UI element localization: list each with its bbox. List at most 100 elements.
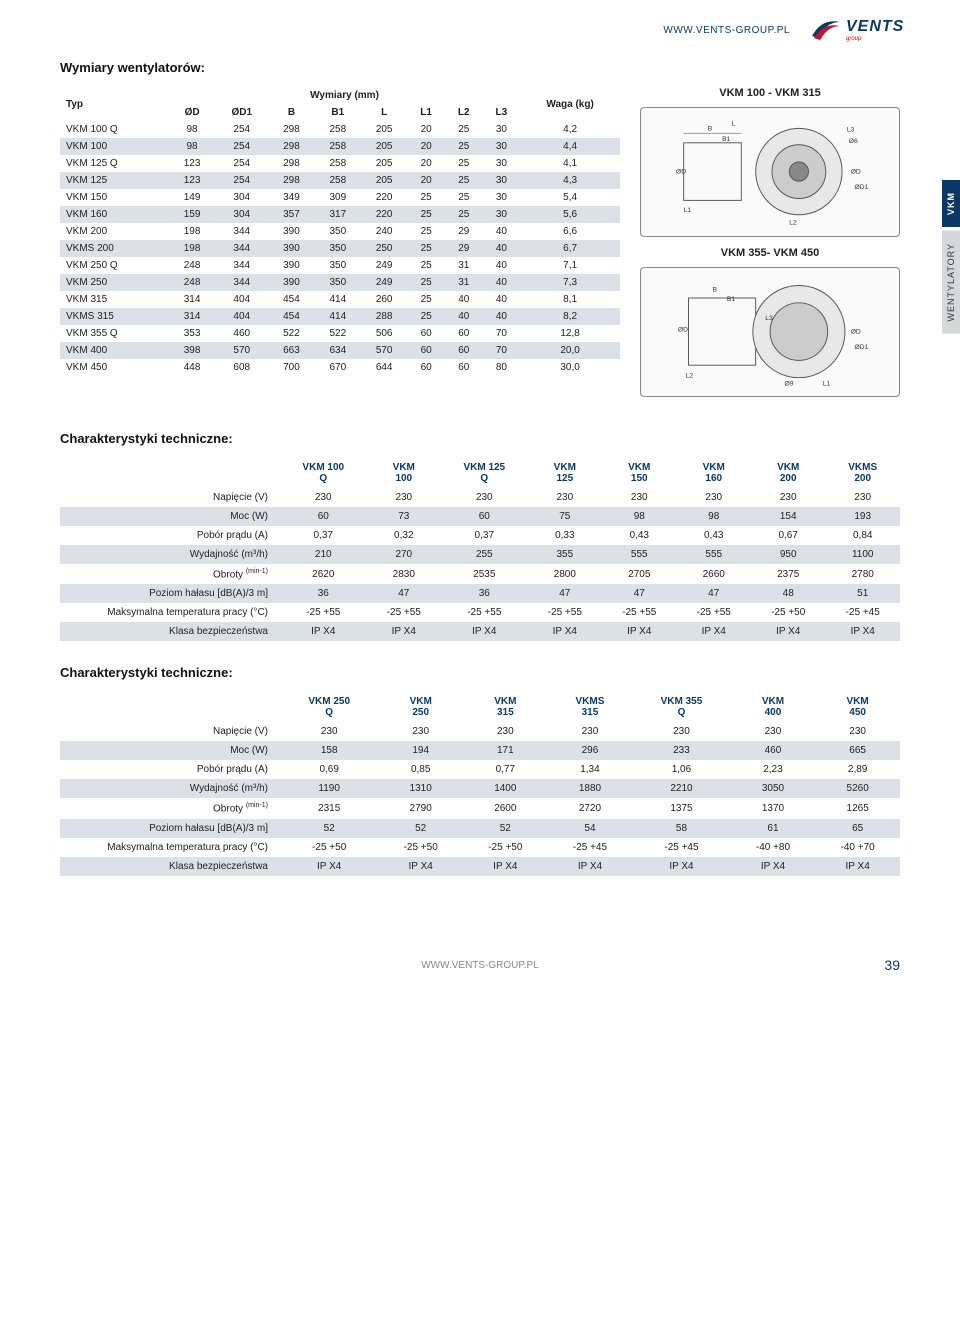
cell-value: 350 — [315, 240, 361, 257]
cell-value: 570 — [361, 342, 407, 359]
spec-cell: 555 — [602, 545, 676, 564]
spec-cell: -25 +55 — [528, 603, 602, 622]
diagram-2: B B1 ØD L3 L2 Ø9 L1 ØD ØD1 — [640, 267, 900, 397]
spec-cell: 230 — [632, 722, 730, 741]
cell-value: 390 — [268, 240, 314, 257]
logo-swoosh-icon — [810, 16, 842, 44]
cell-value: 220 — [361, 206, 407, 223]
spec-cell: -25 +55 — [280, 603, 367, 622]
spec-cell: 0,77 — [463, 760, 548, 779]
cell-value: 4,4 — [520, 138, 620, 155]
spec-cell: 230 — [441, 488, 528, 507]
spec-cell: -25 +45 — [825, 603, 900, 622]
spec-model-header: VKM150 — [602, 458, 676, 488]
spec-cell: 54 — [548, 819, 633, 838]
cell-value: 670 — [315, 359, 361, 376]
svg-text:L1: L1 — [823, 381, 831, 388]
dim-col-header: L2 — [445, 104, 483, 121]
cell-typ: VKM 125 — [60, 172, 169, 189]
cell-value: 317 — [315, 206, 361, 223]
spec-cell: 270 — [367, 545, 441, 564]
spec-cell: 154 — [751, 507, 825, 526]
cell-value: 30 — [483, 172, 521, 189]
dim-col-header: B — [268, 104, 314, 121]
spec-cell: 75 — [528, 507, 602, 526]
dim-col-header: L — [361, 104, 407, 121]
cell-value: 20 — [407, 121, 445, 138]
cell-value: 25 — [445, 206, 483, 223]
cell-value: 60 — [407, 359, 445, 376]
spec-model-header: VKMS315 — [548, 692, 633, 722]
cell-value: 198 — [169, 240, 215, 257]
svg-text:L2: L2 — [789, 220, 797, 227]
sidetab-wentylatory: WENTYLATORY — [942, 231, 960, 334]
cell-value: 25 — [407, 240, 445, 257]
spec-param-label: Moc (W) — [60, 741, 280, 760]
dimensions-title: Wymiary wentylatorów: — [60, 60, 900, 75]
table-row: VKM 1251232542982582052025304,3 — [60, 172, 620, 189]
spec-row: Moc (W)607360759898154193 — [60, 507, 900, 526]
cell-value: 220 — [361, 189, 407, 206]
cell-value: 344 — [215, 257, 268, 274]
spec-cell: 98 — [602, 507, 676, 526]
cell-value: 40 — [483, 274, 521, 291]
cell-value: 12,8 — [520, 325, 620, 342]
cell-typ: VKM 200 — [60, 223, 169, 240]
spec-cell: IP X4 — [632, 857, 730, 876]
spec-row: Klasa bezpieczeństwaIP X4IP X4IP X4IP X4… — [60, 622, 900, 641]
spec-param-label: Maksymalna temperatura pracy (°C) — [60, 838, 280, 857]
spec-param-label: Pobór prądu (A) — [60, 760, 280, 779]
spec-cell: 230 — [825, 488, 900, 507]
spec-cell: 255 — [441, 545, 528, 564]
cell-value: 350 — [315, 274, 361, 291]
spec-cell: IP X4 — [367, 622, 441, 641]
cell-value: 20 — [407, 172, 445, 189]
table-row: VKM 250 Q2483443903502492531407,1 — [60, 257, 620, 274]
cell-value: 404 — [215, 308, 268, 325]
cell-value: 8,2 — [520, 308, 620, 325]
cell-value: 350 — [315, 223, 361, 240]
spec-cell: 5260 — [815, 779, 900, 798]
cell-value: 205 — [361, 138, 407, 155]
dim-col-header: ØD — [169, 104, 215, 121]
cell-typ: VKM 100 — [60, 138, 169, 155]
cell-value: 25 — [407, 223, 445, 240]
spec-cell: IP X4 — [677, 622, 751, 641]
spec-cell: 98 — [677, 507, 751, 526]
spec-row: Pobór prądu (A)0,690,850,771,341,062,232… — [60, 760, 900, 779]
cell-value: 390 — [268, 257, 314, 274]
cell-value: 454 — [268, 291, 314, 308]
cell-value: 40 — [483, 291, 521, 308]
cell-value: 159 — [169, 206, 215, 223]
cell-value: 31 — [445, 257, 483, 274]
spec-cell: 230 — [378, 722, 463, 741]
cell-value: 390 — [268, 223, 314, 240]
spec-cell: 65 — [815, 819, 900, 838]
cell-value: 20 — [407, 138, 445, 155]
spec-cell: 2600 — [463, 798, 548, 818]
cell-value: 344 — [215, 240, 268, 257]
spec-cell: 2210 — [632, 779, 730, 798]
cell-typ: VKM 450 — [60, 359, 169, 376]
svg-text:L1: L1 — [684, 207, 692, 214]
spec-cell: 2705 — [602, 564, 676, 584]
spec-cell: 73 — [367, 507, 441, 526]
spec-cell: -25 +50 — [751, 603, 825, 622]
cell-value: 350 — [315, 257, 361, 274]
cell-value: 309 — [315, 189, 361, 206]
spec-model-header: VKM100 — [367, 458, 441, 488]
spec-param-label: Maksymalna temperatura pracy (°C) — [60, 603, 280, 622]
spec-param-label: Moc (W) — [60, 507, 280, 526]
cell-value: 20 — [407, 155, 445, 172]
cell-value: 522 — [315, 325, 361, 342]
spec-cell: 2830 — [367, 564, 441, 584]
spec-cell: 230 — [367, 488, 441, 507]
table-row: VKM 1501493043493092202525305,4 — [60, 189, 620, 206]
spec-cell: 230 — [602, 488, 676, 507]
cell-value: 288 — [361, 308, 407, 325]
table-row: VKM 1601593043573172202525305,6 — [60, 206, 620, 223]
spec-param-label: Obroty (min-1) — [60, 564, 280, 584]
cell-value: 25 — [445, 138, 483, 155]
cell-value: 344 — [215, 274, 268, 291]
spec-cell: 230 — [677, 488, 751, 507]
